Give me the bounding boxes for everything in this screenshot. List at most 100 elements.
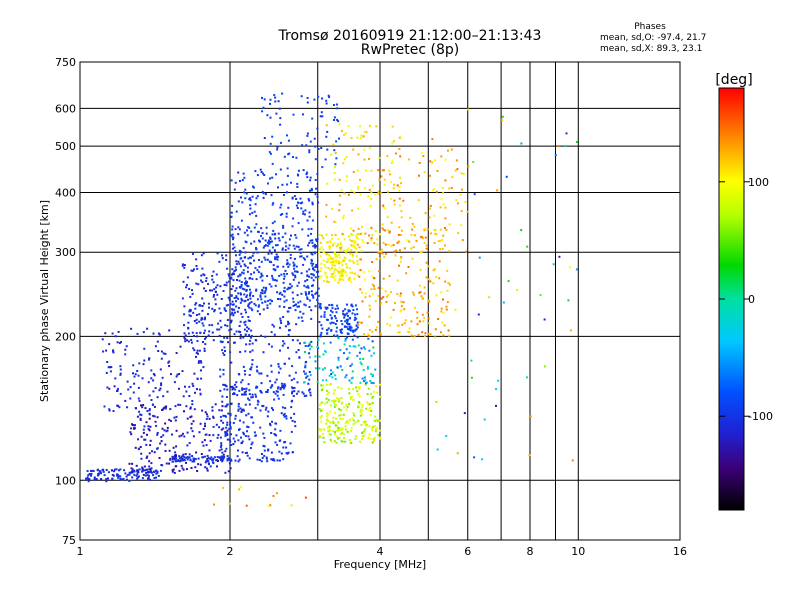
- data-point: [269, 302, 272, 305]
- data-point: [255, 365, 258, 368]
- data-point: [292, 278, 295, 281]
- data-point: [160, 357, 163, 360]
- data-point: [148, 394, 151, 397]
- data-point: [185, 405, 188, 408]
- data-point: [235, 330, 238, 333]
- data-point: [278, 459, 281, 462]
- data-point: [250, 256, 252, 259]
- data-point: [106, 361, 109, 363]
- data-point: [270, 370, 273, 373]
- data-point: [248, 393, 251, 396]
- data-point: [221, 457, 224, 460]
- data-point: [405, 272, 408, 275]
- data-point: [120, 341, 122, 344]
- data-point: [336, 107, 339, 110]
- data-point: [293, 264, 296, 267]
- data-point: [442, 298, 444, 301]
- data-point: [224, 450, 227, 453]
- data-point: [317, 294, 320, 297]
- data-point: [238, 279, 241, 282]
- data-point: [363, 346, 365, 349]
- data-point: [397, 233, 400, 236]
- data-point: [408, 240, 410, 243]
- colorbar-label: [deg]: [715, 72, 752, 88]
- data-point: [334, 374, 337, 377]
- data-point: [359, 233, 362, 236]
- data-point: [280, 203, 283, 206]
- data-point: [400, 300, 403, 303]
- data-point: [279, 213, 282, 216]
- data-point: [250, 230, 253, 233]
- data-point: [165, 405, 168, 408]
- data-point: [249, 197, 252, 200]
- data-point: [353, 241, 356, 244]
- data-point: [539, 294, 542, 296]
- data-point: [431, 138, 434, 141]
- data-point: [282, 393, 285, 396]
- data-point: [367, 333, 370, 336]
- data-point: [263, 449, 266, 452]
- data-point: [316, 346, 319, 348]
- data-point: [347, 193, 350, 196]
- data-point: [340, 278, 343, 280]
- data-point: [319, 115, 322, 118]
- data-point: [203, 274, 206, 277]
- data-point: [423, 292, 426, 295]
- data-point: [331, 376, 334, 379]
- data-point: [212, 434, 215, 437]
- data-point: [310, 309, 313, 312]
- data-point: [333, 315, 336, 317]
- data-point: [171, 470, 174, 473]
- chart-subtitle: RwPretec (8p): [360, 42, 460, 58]
- data-point: [238, 249, 241, 252]
- data-point: [411, 222, 414, 225]
- data-point: [273, 325, 275, 328]
- data-point: [155, 476, 157, 479]
- data-point: [266, 460, 269, 463]
- data-point: [288, 307, 291, 309]
- data-point: [363, 130, 366, 133]
- data-point: [237, 402, 240, 405]
- data-point: [373, 288, 376, 290]
- data-point: [130, 470, 133, 473]
- data-point: [88, 478, 91, 481]
- data-point: [342, 268, 345, 271]
- data-point: [236, 455, 239, 458]
- data-point: [348, 278, 351, 281]
- data-point: [162, 434, 165, 437]
- data-point: [247, 303, 250, 306]
- data-point: [333, 405, 336, 408]
- data-point: [173, 416, 176, 419]
- data-point: [387, 190, 389, 193]
- data-point: [380, 287, 383, 290]
- data-point: [250, 443, 253, 446]
- data-point: [181, 264, 184, 267]
- data-point: [373, 420, 376, 422]
- data-point: [390, 291, 392, 293]
- data-point: [224, 414, 227, 417]
- data-point: [319, 241, 322, 244]
- data-point: [195, 322, 198, 325]
- data-point: [345, 263, 348, 265]
- data-point: [323, 428, 326, 431]
- data-point: [255, 385, 258, 388]
- data-point: [177, 403, 180, 406]
- data-point: [179, 345, 182, 348]
- data-point: [300, 95, 303, 98]
- data-point: [317, 287, 320, 290]
- data-point: [263, 98, 266, 101]
- data-point: [323, 313, 326, 316]
- data-point: [222, 486, 225, 489]
- data-point: [328, 254, 330, 257]
- data-point: [148, 357, 150, 360]
- data-point: [101, 469, 104, 471]
- data-point: [287, 333, 290, 336]
- data-point: [195, 265, 198, 267]
- data-point: [355, 317, 358, 320]
- data-point: [371, 396, 374, 399]
- data-point: [412, 246, 415, 249]
- data-point: [218, 260, 221, 263]
- data-point: [336, 366, 339, 369]
- data-point: [223, 307, 226, 310]
- data-point: [249, 447, 252, 449]
